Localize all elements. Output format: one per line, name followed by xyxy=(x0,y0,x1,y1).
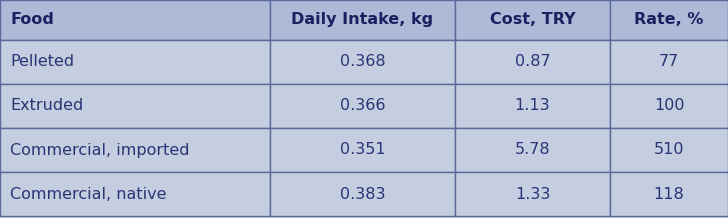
Text: Food: Food xyxy=(10,12,54,27)
Bar xyxy=(0,0,270,40)
Bar xyxy=(610,0,728,40)
Text: Pelleted: Pelleted xyxy=(10,54,74,70)
Text: Commercial, imported: Commercial, imported xyxy=(10,143,189,157)
Text: 1.33: 1.33 xyxy=(515,187,550,201)
Bar xyxy=(0,128,270,172)
Text: 0.351: 0.351 xyxy=(340,143,385,157)
Text: 118: 118 xyxy=(654,187,684,201)
Bar xyxy=(455,128,610,172)
Text: 510: 510 xyxy=(654,143,684,157)
Text: Daily Intake, kg: Daily Intake, kg xyxy=(291,12,434,27)
Bar xyxy=(270,0,455,40)
Bar xyxy=(0,172,270,216)
Bar xyxy=(455,172,610,216)
Bar xyxy=(610,40,728,84)
Bar xyxy=(270,128,455,172)
Text: 100: 100 xyxy=(654,99,684,114)
Bar xyxy=(270,40,455,84)
Text: Extruded: Extruded xyxy=(10,99,83,114)
Text: 0.383: 0.383 xyxy=(340,187,385,201)
Bar xyxy=(610,128,728,172)
Text: Commercial, native: Commercial, native xyxy=(10,187,167,201)
Bar xyxy=(270,172,455,216)
Text: 1.13: 1.13 xyxy=(515,99,550,114)
Text: 0.368: 0.368 xyxy=(340,54,385,70)
Text: 0.87: 0.87 xyxy=(515,54,550,70)
Text: Cost, TRY: Cost, TRY xyxy=(490,12,575,27)
Bar xyxy=(455,40,610,84)
Bar xyxy=(455,84,610,128)
Bar xyxy=(610,172,728,216)
Bar xyxy=(270,84,455,128)
Bar xyxy=(610,84,728,128)
Bar xyxy=(455,0,610,40)
Bar xyxy=(0,40,270,84)
Text: 0.366: 0.366 xyxy=(340,99,385,114)
Text: Rate, %: Rate, % xyxy=(634,12,704,27)
Text: 77: 77 xyxy=(659,54,679,70)
Bar xyxy=(0,84,270,128)
Text: 5.78: 5.78 xyxy=(515,143,550,157)
